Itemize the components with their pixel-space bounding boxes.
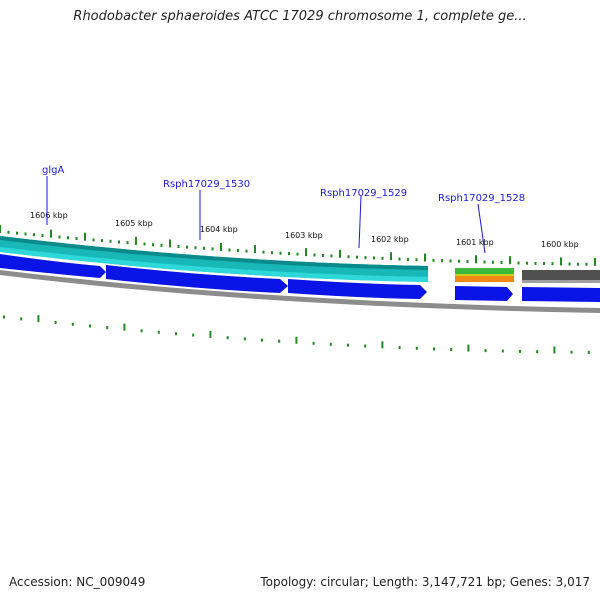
dark-gray-feature-highlight bbox=[522, 280, 600, 283]
teal-band[interactable] bbox=[0, 236, 428, 282]
lower-ruler-ticks bbox=[3, 315, 590, 354]
gene-block-right bbox=[522, 287, 600, 302]
dark-gray-feature bbox=[522, 270, 600, 281]
genome-summary: Topology: circular; Length: 3,147,721 bp… bbox=[260, 575, 590, 589]
gene-label-rsph17029-1530: Rsph17029_1530 bbox=[163, 179, 250, 190]
gene-label-glga: glgA bbox=[42, 165, 64, 176]
yellow-feature bbox=[455, 274, 514, 276]
kbp-label: 1605 kbp bbox=[115, 219, 153, 228]
kbp-label: 1601 kbp bbox=[456, 238, 494, 247]
gene-arrow-rsph17029-1529 bbox=[288, 279, 427, 299]
page-title: Rhodobacter sphaeroides ATCC 17029 chrom… bbox=[73, 9, 527, 24]
gene-track[interactable] bbox=[0, 254, 600, 302]
orange-feature bbox=[455, 276, 514, 282]
gene-arrow-glga bbox=[0, 254, 106, 278]
gene-arrow-rsph17029-1530 bbox=[106, 265, 288, 293]
gray-backbone bbox=[0, 270, 600, 313]
kbp-label: 1604 kbp bbox=[200, 225, 238, 234]
kbp-label: 1606 kbp bbox=[30, 211, 68, 220]
gene-label-rsph17029-1529: Rsph17029_1529 bbox=[320, 188, 407, 199]
green-feature bbox=[455, 268, 514, 275]
ruler-ticks bbox=[0, 225, 596, 266]
gene-label-rsph17029-1528: Rsph17029_1528 bbox=[438, 193, 525, 204]
gene-labels[interactable]: glgA Rsph17029_1530 Rsph17029_1529 Rsph1… bbox=[42, 165, 525, 254]
ruler-labels: 1606 kbp 1605 kbp 1604 kbp 1603 kbp 1602… bbox=[30, 211, 579, 249]
feature-blocks[interactable] bbox=[455, 268, 600, 283]
kbp-label: 1602 kbp bbox=[371, 235, 409, 244]
kbp-label: 1603 kbp bbox=[285, 231, 323, 240]
kbp-label: 1600 kbp bbox=[541, 240, 579, 249]
gene-arrow-rsph17029-1528 bbox=[455, 286, 513, 301]
accession-label: Accession: NC_009049 bbox=[9, 575, 146, 589]
